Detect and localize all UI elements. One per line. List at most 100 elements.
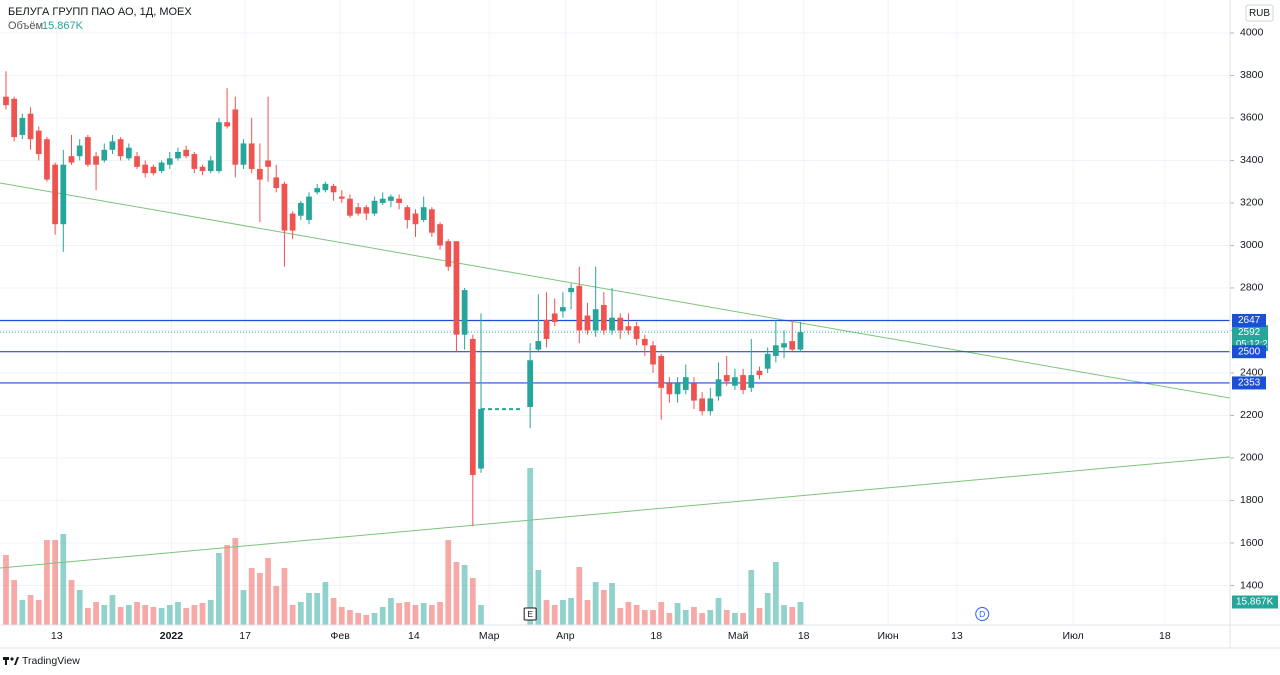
volume-bar: [764, 593, 771, 625]
candle-body: [27, 113, 34, 140]
candle-body: [576, 285, 583, 331]
candle-body: [732, 377, 738, 386]
y-tick-label: 2400: [1240, 367, 1264, 379]
volume-bar: [134, 602, 140, 625]
currency-box[interactable]: [1245, 4, 1274, 22]
candle-body: [125, 147, 132, 159]
candle-body: [674, 383, 681, 395]
y-tick-label: 1800: [1240, 494, 1264, 506]
candle-body: [134, 156, 140, 167]
volume-bar: [789, 607, 796, 625]
candle-body: [338, 196, 345, 199]
volume-bar: [625, 602, 632, 625]
x-tick-label: 17: [239, 630, 251, 642]
y-tick-label: 2000: [1240, 452, 1264, 464]
x-tick-label: Апр: [556, 630, 575, 642]
candle-body: [347, 198, 353, 216]
volume-bar: [281, 568, 288, 625]
volume-bar: [404, 602, 411, 625]
volume-bar: [772, 562, 779, 625]
volume-bar: [732, 613, 738, 625]
last-price-label: 2592: [1238, 327, 1261, 338]
volume-bar: [691, 607, 697, 625]
volume-bar: [617, 608, 624, 625]
event-label: D: [979, 609, 985, 619]
candle-body: [273, 177, 280, 189]
candle-body: [314, 188, 321, 193]
trendline: [0, 456, 1230, 569]
level-label: 2647: [1238, 315, 1261, 326]
x-tick-label: Июл: [1062, 630, 1083, 642]
candle-body: [748, 375, 755, 388]
volume-bar: [265, 558, 271, 625]
candle-body: [584, 315, 591, 331]
volume-bar: [27, 595, 34, 625]
candle-body: [363, 207, 370, 214]
currency[interactable]: RUB: [1249, 8, 1270, 19]
volume-bar: [273, 586, 280, 625]
candle-body: [781, 343, 787, 348]
volume-bar: [60, 534, 67, 625]
volume-bar: [44, 540, 50, 625]
candle-body: [445, 241, 452, 267]
volume-bar: [85, 608, 91, 625]
candle-body: [117, 139, 124, 157]
candle-body: [453, 241, 460, 335]
candle-body: [3, 96, 9, 106]
y-tick-label: 1400: [1240, 579, 1264, 591]
x-tick-label: 18: [798, 630, 810, 642]
candle-body: [322, 183, 329, 191]
candle-body: [617, 317, 624, 331]
event-marker: [975, 607, 990, 621]
volume-bar: [363, 615, 370, 625]
candle-body: [93, 156, 99, 165]
volume-bar: [560, 600, 566, 625]
grid: [0, 0, 1230, 625]
trendline: [0, 182, 1230, 399]
level-label: 2353: [1238, 378, 1261, 389]
candle-body: [715, 379, 722, 397]
y-tick-label: 3600: [1240, 112, 1264, 124]
candle-body: [772, 345, 779, 356]
volume-bar: [437, 602, 443, 625]
candle-body: [691, 383, 697, 401]
candle-body: [306, 196, 312, 220]
candle-body: [379, 198, 386, 203]
candle-body: [330, 185, 337, 193]
candle-body: [191, 154, 198, 169]
brand-logo: [3, 657, 19, 665]
candle-body: [404, 207, 411, 220]
candle-body: [560, 307, 566, 312]
volume-bar: [150, 607, 157, 625]
volume-value: 15.867K: [42, 20, 84, 32]
volume-bar: [76, 590, 83, 625]
volume-bar: [314, 593, 321, 625]
candle-body: [355, 207, 362, 214]
volume-bar: [429, 605, 435, 625]
candle-body: [101, 149, 108, 161]
candle-body: [216, 122, 222, 172]
candle-body: [682, 377, 689, 390]
candle-body: [756, 370, 763, 376]
candle-body: [420, 207, 427, 220]
volume-bar: [240, 590, 247, 625]
volume-bar: [306, 593, 312, 625]
volume-bar: [723, 610, 730, 625]
y-tick-label: 2800: [1240, 282, 1264, 294]
volume-bar: [445, 540, 452, 625]
candle-body: [469, 338, 476, 475]
volume-bar: [297, 602, 304, 625]
volume-bar: [461, 565, 468, 625]
y-tick-label: 4000: [1240, 27, 1264, 39]
volume-bar: [289, 605, 296, 625]
candle-body: [52, 164, 58, 225]
volume-bar: [453, 562, 460, 625]
candle-body: [150, 166, 157, 174]
volume-bar: [781, 605, 787, 625]
candle-body: [11, 98, 18, 138]
candle-body: [142, 164, 149, 174]
candle-body: [85, 137, 91, 165]
volume-bar: [19, 600, 26, 625]
volume-bar: [576, 567, 583, 625]
candle-body: [412, 213, 419, 225]
